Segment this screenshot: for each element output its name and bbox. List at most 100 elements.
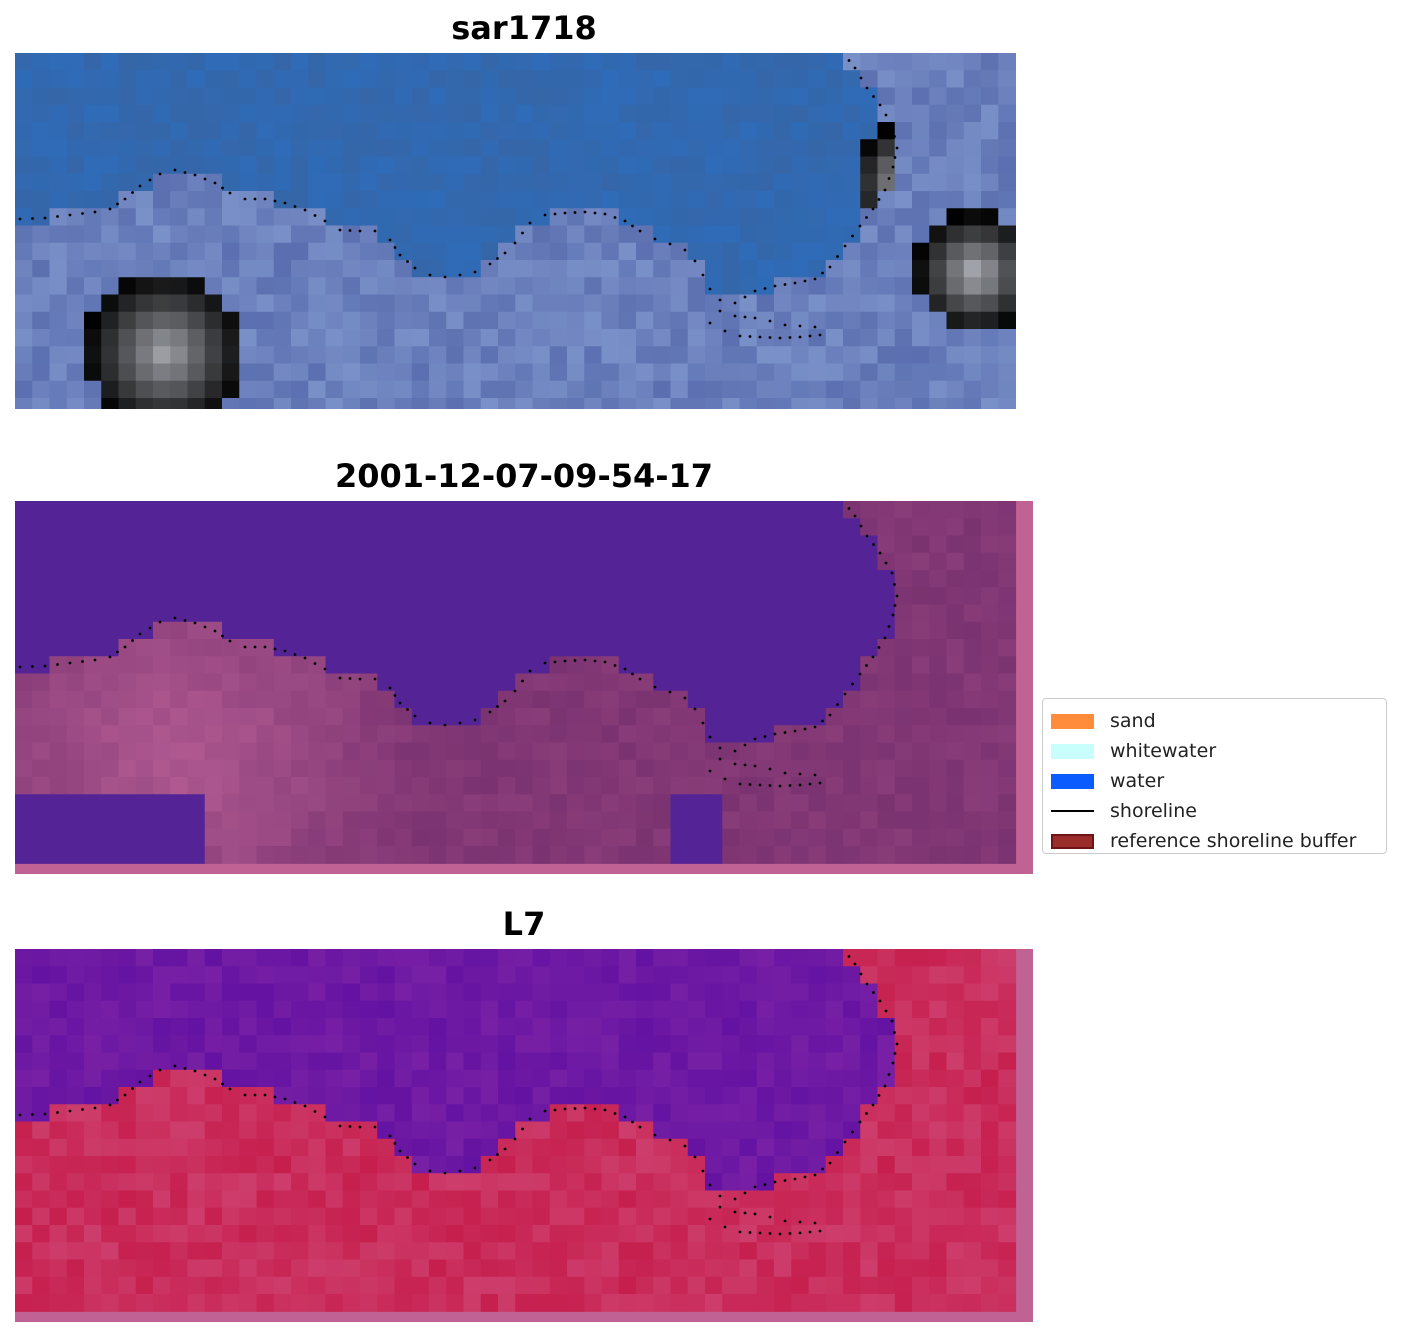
- shoreline-dot: [81, 212, 84, 215]
- rgb-pixel: [894, 173, 913, 192]
- rgb-pixel: [135, 156, 154, 175]
- classified-pixel: [15, 777, 33, 795]
- classified-pixel: [291, 811, 309, 830]
- classified-pixel: [756, 777, 775, 795]
- index-pixel: [860, 1000, 879, 1019]
- classified-pixel: [66, 759, 85, 778]
- rgb-pixel: [170, 139, 189, 158]
- rgb-pixel: [360, 122, 378, 140]
- index-pixel: [946, 1087, 965, 1105]
- index-pixel: [843, 1121, 861, 1140]
- rgb-pixel: [739, 122, 758, 140]
- index-pixel: [411, 1225, 430, 1243]
- classified-pixel: [66, 673, 85, 692]
- rgb-pixel: [101, 398, 120, 409]
- rgb-pixel: [118, 242, 137, 261]
- classified-pixel: [705, 501, 723, 519]
- classified-pixel: [118, 690, 137, 709]
- classified-pixel: [739, 604, 758, 623]
- index-pixel: [774, 1207, 792, 1226]
- rgb-pixel: [394, 104, 413, 123]
- classified-pixel: [981, 673, 999, 692]
- index-pixel: [256, 1121, 275, 1140]
- rgb-pixel: [342, 208, 361, 227]
- shoreline-dot: [293, 205, 297, 208]
- index-pixel: [946, 1035, 965, 1054]
- index-pixel: [498, 1104, 516, 1123]
- index-pixel: [66, 1225, 85, 1243]
- rgb-pixel: [377, 363, 396, 382]
- index-pixel: [549, 1052, 568, 1071]
- classified-pixel: [446, 570, 465, 588]
- index-pixel: [549, 1121, 568, 1140]
- rgb-pixel: [912, 311, 930, 330]
- index-pixel: [584, 1225, 603, 1243]
- rgb-pixel: [273, 277, 292, 296]
- classified-pixel: [463, 708, 482, 726]
- rgb-pixel: [963, 260, 982, 278]
- rgb-pixel: [291, 363, 309, 382]
- rgb-pixel: [998, 53, 1016, 71]
- index-pixel: [187, 1069, 206, 1088]
- classified-pixel: [204, 518, 223, 537]
- classified-pixel: [498, 742, 516, 761]
- classified-pixel: [584, 639, 603, 657]
- classified-pixel: [135, 673, 154, 692]
- classified-pixel: [808, 604, 827, 623]
- rgb-pixel: [843, 87, 861, 106]
- index-pixel: [981, 949, 999, 967]
- index-pixel: [981, 1087, 999, 1105]
- rgb-pixel: [187, 242, 206, 261]
- classified-pixel: [825, 535, 844, 554]
- index-pixel: [342, 1225, 361, 1243]
- rgb-pixel: [360, 329, 378, 347]
- rgb-pixel: [946, 156, 965, 175]
- rgb-pixel: [532, 122, 551, 140]
- rgb-pixel: [15, 53, 33, 71]
- rgb-pixel: [532, 311, 551, 330]
- classified-pixel: [394, 708, 413, 726]
- rgb-pixel: [170, 277, 189, 296]
- rgb-pixel: [360, 139, 378, 158]
- classified-pixel: [291, 639, 309, 657]
- index-pixel: [239, 1259, 258, 1278]
- classified-pixel: [860, 604, 879, 623]
- classified-pixel: [291, 673, 309, 692]
- rgb-pixel: [601, 363, 620, 382]
- shoreline-dot: [743, 1211, 747, 1215]
- shoreline-dot: [723, 329, 727, 333]
- classified-pixel: [636, 570, 654, 588]
- classified-pixel: [894, 639, 913, 657]
- classified-pixel: [722, 604, 741, 623]
- classified-pixel: [15, 811, 33, 830]
- index-pixel: [981, 1276, 999, 1295]
- rgb-pixel: [515, 346, 534, 365]
- shoreline-dot: [859, 524, 863, 528]
- classified-pixel: [532, 846, 551, 864]
- classified-pixel: [929, 518, 948, 537]
- classified-pixel: [84, 725, 102, 744]
- rgb-pixel: [325, 346, 344, 365]
- rgb-pixel: [894, 122, 913, 140]
- index-pixel: [981, 1207, 999, 1226]
- index-pixel: [963, 1259, 982, 1278]
- shoreline-dot: [131, 1087, 134, 1090]
- shoreline-dot: [348, 229, 352, 232]
- index-pixel: [273, 1138, 292, 1157]
- rgb-pixel: [670, 311, 689, 330]
- rgb-pixel: [567, 277, 585, 296]
- rgb-pixel: [894, 70, 913, 89]
- index-pixel: [877, 1018, 896, 1036]
- classified-pixel: [118, 501, 137, 519]
- classified-pixel: [929, 811, 948, 830]
- index-pixel: [84, 1294, 102, 1312]
- rgb-pixel: [636, 329, 654, 347]
- classified-pixel: [498, 846, 516, 864]
- index-pixel: [549, 949, 568, 967]
- index-pixel: [808, 1104, 827, 1123]
- classified-pixel: [877, 811, 896, 830]
- classified-pixel: [843, 604, 861, 623]
- index-pixel: [360, 1121, 378, 1140]
- rgb-pixel: [342, 242, 361, 261]
- rgb-pixel: [722, 173, 741, 192]
